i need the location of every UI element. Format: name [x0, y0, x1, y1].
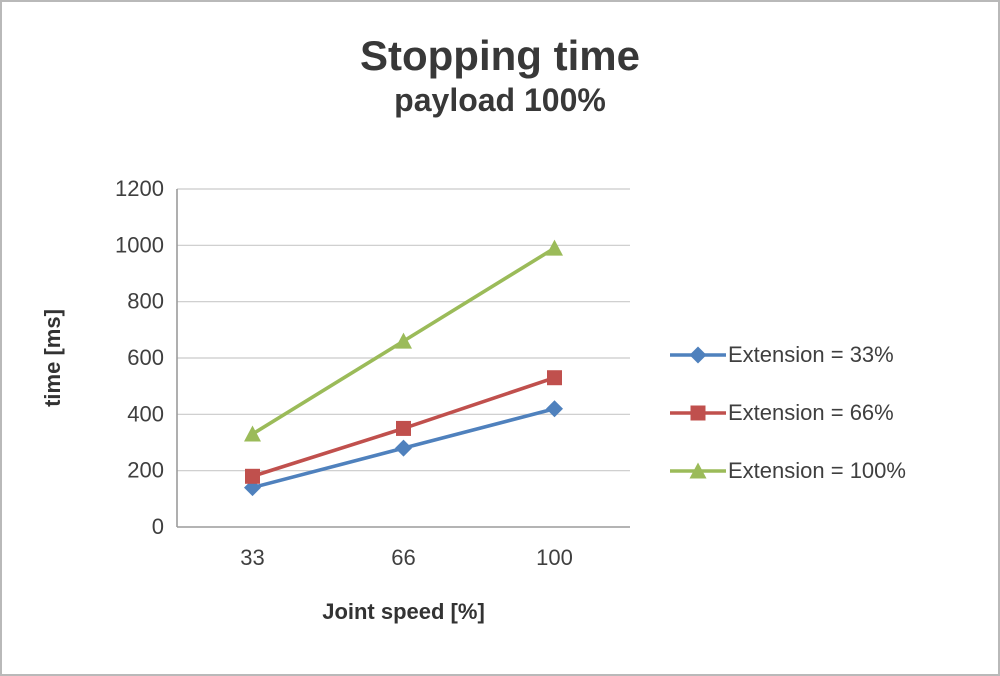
legend-item: Extension = 100% — [670, 458, 995, 484]
chart-title-block: Stopping time payload 100% — [2, 32, 998, 119]
marker-triangle-icon — [546, 239, 563, 256]
y-tick-label: 1000 — [115, 232, 164, 257]
marker-square-icon — [396, 420, 411, 436]
y-tick-label: 400 — [127, 401, 164, 426]
y-tick-label: 600 — [127, 345, 164, 370]
y-tick-label: 800 — [127, 289, 164, 314]
y-tick-label: 0 — [152, 514, 164, 539]
legend-label: Extension = 66% — [728, 400, 894, 425]
x-tick-label: 100 — [536, 545, 573, 570]
x-tick-label: 66 — [391, 545, 415, 570]
marker-diamond-icon — [395, 439, 412, 457]
legend: Extension = 33% Extension = 66% Extensio… — [670, 342, 995, 516]
plot-area: 0 200 400 600 800 1000 1200 33 66 100 Joint speed … — [40, 176, 630, 624]
legend-label: Extension = 100% — [728, 458, 906, 483]
marker-diamond-icon — [546, 400, 563, 418]
series-extension-66 — [245, 370, 562, 484]
y-tick-label: 1200 — [115, 176, 164, 201]
legend-label: Extension = 33% — [728, 342, 894, 367]
series-extension-100 — [244, 239, 563, 442]
legend-marker-diamond-icon — [670, 344, 726, 366]
marker-square-icon — [245, 468, 260, 484]
x-axis-title: Joint speed [%] — [322, 599, 485, 624]
legend-item: Extension = 33% — [670, 342, 995, 368]
legend-marker-square-icon — [670, 402, 726, 424]
y-axis-title: time [ms] — [40, 309, 65, 407]
chart-subtitle: payload 100% — [394, 82, 606, 119]
legend-marker-triangle-icon — [670, 460, 726, 482]
x-tick-label: 33 — [240, 545, 264, 570]
marker-square-icon — [547, 370, 562, 386]
marker-triangle-icon — [244, 425, 261, 442]
marker-triangle-icon — [395, 332, 412, 349]
chart-title: Stopping time — [360, 32, 640, 79]
legend-item: Extension = 66% — [670, 400, 995, 426]
y-tick-label: 200 — [127, 458, 164, 483]
